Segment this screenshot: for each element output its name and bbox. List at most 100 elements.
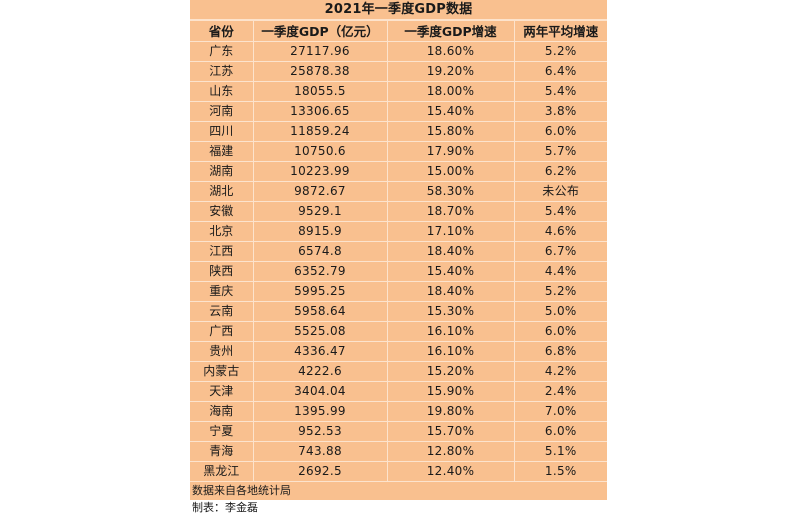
cell-gdp: 11859.24 <box>252 121 388 142</box>
cell-gdp-growth: 15.80% <box>386 121 515 142</box>
header-two-year-avg: 两年平均增速 <box>513 20 607 42</box>
table-row: 广西 5525.08 16.10% 6.0% <box>190 321 607 342</box>
cell-gdp: 4336.47 <box>252 341 388 362</box>
table-title: 2021年一季度GDP数据 <box>190 0 607 20</box>
cell-province: 海南 <box>190 401 254 422</box>
cell-gdp-growth: 12.80% <box>386 441 515 462</box>
cell-province: 广西 <box>190 321 254 342</box>
cell-gdp: 9872.67 <box>252 181 388 202</box>
table-row: 黑龙江 2692.5 12.40% 1.5% <box>190 461 607 482</box>
table-row: 内蒙古 4222.6 15.20% 4.2% <box>190 361 607 382</box>
cell-two-year-avg: 5.4% <box>513 81 607 102</box>
cell-two-year-avg: 6.0% <box>513 121 607 142</box>
cell-gdp: 1395.99 <box>252 401 388 422</box>
cell-two-year-avg: 5.4% <box>513 201 607 222</box>
cell-gdp: 10750.6 <box>252 141 388 162</box>
cell-gdp-growth: 58.30% <box>386 181 515 202</box>
cell-two-year-avg: 6.4% <box>513 61 607 82</box>
cell-two-year-avg: 5.1% <box>513 441 607 462</box>
cell-gdp: 18055.5 <box>252 81 388 102</box>
cell-province: 江西 <box>190 241 254 262</box>
table-row: 湖南 10223.99 15.00% 6.2% <box>190 161 607 182</box>
cell-province: 广东 <box>190 41 254 62</box>
cell-province: 四川 <box>190 121 254 142</box>
table-row: 广东 27117.96 18.60% 5.2% <box>190 41 607 62</box>
table-body: 广东 27117.96 18.60% 5.2% 江苏 25878.38 19.20% 6.4%… <box>190 41 607 482</box>
cell-gdp: 5995.25 <box>252 281 388 302</box>
cell-gdp-growth: 18.40% <box>386 281 515 302</box>
gdp-table: 省份 一季度GDP（亿元） 一季度GDP增速 两年平均增速 广东 27117.96… <box>190 20 607 482</box>
cell-gdp-growth: 12.40% <box>386 461 515 482</box>
cell-two-year-avg: 5.2% <box>513 281 607 302</box>
table-row: 河南 13306.65 15.40% 3.8% <box>190 101 607 122</box>
table-row: 福建 10750.6 17.90% 5.7% <box>190 141 607 162</box>
table-row: 四川 11859.24 15.80% 6.0% <box>190 121 607 142</box>
cell-province: 北京 <box>190 221 254 242</box>
cell-two-year-avg: 2.4% <box>513 381 607 402</box>
cell-two-year-avg: 6.7% <box>513 241 607 262</box>
table-row: 云南 5958.64 15.30% 5.0% <box>190 301 607 322</box>
cell-gdp-growth: 15.90% <box>386 381 515 402</box>
cell-province: 天津 <box>190 381 254 402</box>
cell-gdp-growth: 15.30% <box>386 301 515 322</box>
cell-gdp-growth: 18.40% <box>386 241 515 262</box>
cell-two-year-avg: 7.0% <box>513 401 607 422</box>
cell-province: 青海 <box>190 441 254 462</box>
cell-two-year-avg: 5.7% <box>513 141 607 162</box>
table-row: 天津 3404.04 15.90% 2.4% <box>190 381 607 402</box>
cell-province: 内蒙古 <box>190 361 254 382</box>
cell-province: 江苏 <box>190 61 254 82</box>
table-row: 安徽 9529.1 18.70% 5.4% <box>190 201 607 222</box>
cell-province: 黑龙江 <box>190 461 254 482</box>
cell-gdp-growth: 18.00% <box>386 81 515 102</box>
cell-gdp-growth: 15.00% <box>386 161 515 182</box>
cell-gdp-growth: 17.90% <box>386 141 515 162</box>
cell-gdp-growth: 19.20% <box>386 61 515 82</box>
cell-gdp: 6574.8 <box>252 241 388 262</box>
cell-province: 宁夏 <box>190 421 254 442</box>
cell-gdp: 5958.64 <box>252 301 388 322</box>
table-row: 陕西 6352.79 15.40% 4.4% <box>190 261 607 282</box>
table-row: 贵州 4336.47 16.10% 6.8% <box>190 341 607 362</box>
cell-gdp-growth: 15.70% <box>386 421 515 442</box>
cell-two-year-avg: 未公布 <box>513 181 607 202</box>
cell-province: 云南 <box>190 301 254 322</box>
cell-gdp: 13306.65 <box>252 101 388 122</box>
table-row: 北京 8915.9 17.10% 4.6% <box>190 221 607 242</box>
cell-province: 陕西 <box>190 261 254 282</box>
cell-gdp: 25878.38 <box>252 61 388 82</box>
cell-gdp-growth: 15.40% <box>386 101 515 122</box>
table-row: 山东 18055.5 18.00% 5.4% <box>190 81 607 102</box>
cell-gdp: 27117.96 <box>252 41 388 62</box>
cell-two-year-avg: 6.0% <box>513 321 607 342</box>
cell-province: 河南 <box>190 101 254 122</box>
cell-two-year-avg: 4.2% <box>513 361 607 382</box>
cell-two-year-avg: 4.4% <box>513 261 607 282</box>
header-gdp: 一季度GDP（亿元） <box>252 20 388 42</box>
cell-gdp-growth: 17.10% <box>386 221 515 242</box>
cell-two-year-avg: 4.6% <box>513 221 607 242</box>
header-province: 省份 <box>190 20 254 42</box>
table-row: 江西 6574.8 18.40% 6.7% <box>190 241 607 262</box>
author-note: 制表：李金磊 <box>192 501 258 514</box>
table-row: 江苏 25878.38 19.20% 6.4% <box>190 61 607 82</box>
cell-gdp: 6352.79 <box>252 261 388 282</box>
cell-gdp-growth: 15.40% <box>386 261 515 282</box>
cell-two-year-avg: 5.0% <box>513 301 607 322</box>
cell-gdp-growth: 15.20% <box>386 361 515 382</box>
cell-gdp: 10223.99 <box>252 161 388 182</box>
cell-gdp: 952.53 <box>252 421 388 442</box>
cell-gdp: 9529.1 <box>252 201 388 222</box>
table-row: 海南 1395.99 19.80% 7.0% <box>190 401 607 422</box>
cell-gdp-growth: 18.70% <box>386 201 515 222</box>
cell-province: 贵州 <box>190 341 254 362</box>
cell-gdp: 743.88 <box>252 441 388 462</box>
cell-gdp: 8915.9 <box>252 221 388 242</box>
cell-gdp-growth: 16.10% <box>386 321 515 342</box>
cell-gdp: 2692.5 <box>252 461 388 482</box>
cell-gdp-growth: 16.10% <box>386 341 515 362</box>
table-row: 宁夏 952.53 15.70% 6.0% <box>190 421 607 442</box>
cell-province: 湖南 <box>190 161 254 182</box>
cell-gdp: 3404.04 <box>252 381 388 402</box>
gdp-table-sheet: 2021年一季度GDP数据 省份 一季度GDP（亿元） 一季度GDP增速 两年平… <box>190 0 607 514</box>
